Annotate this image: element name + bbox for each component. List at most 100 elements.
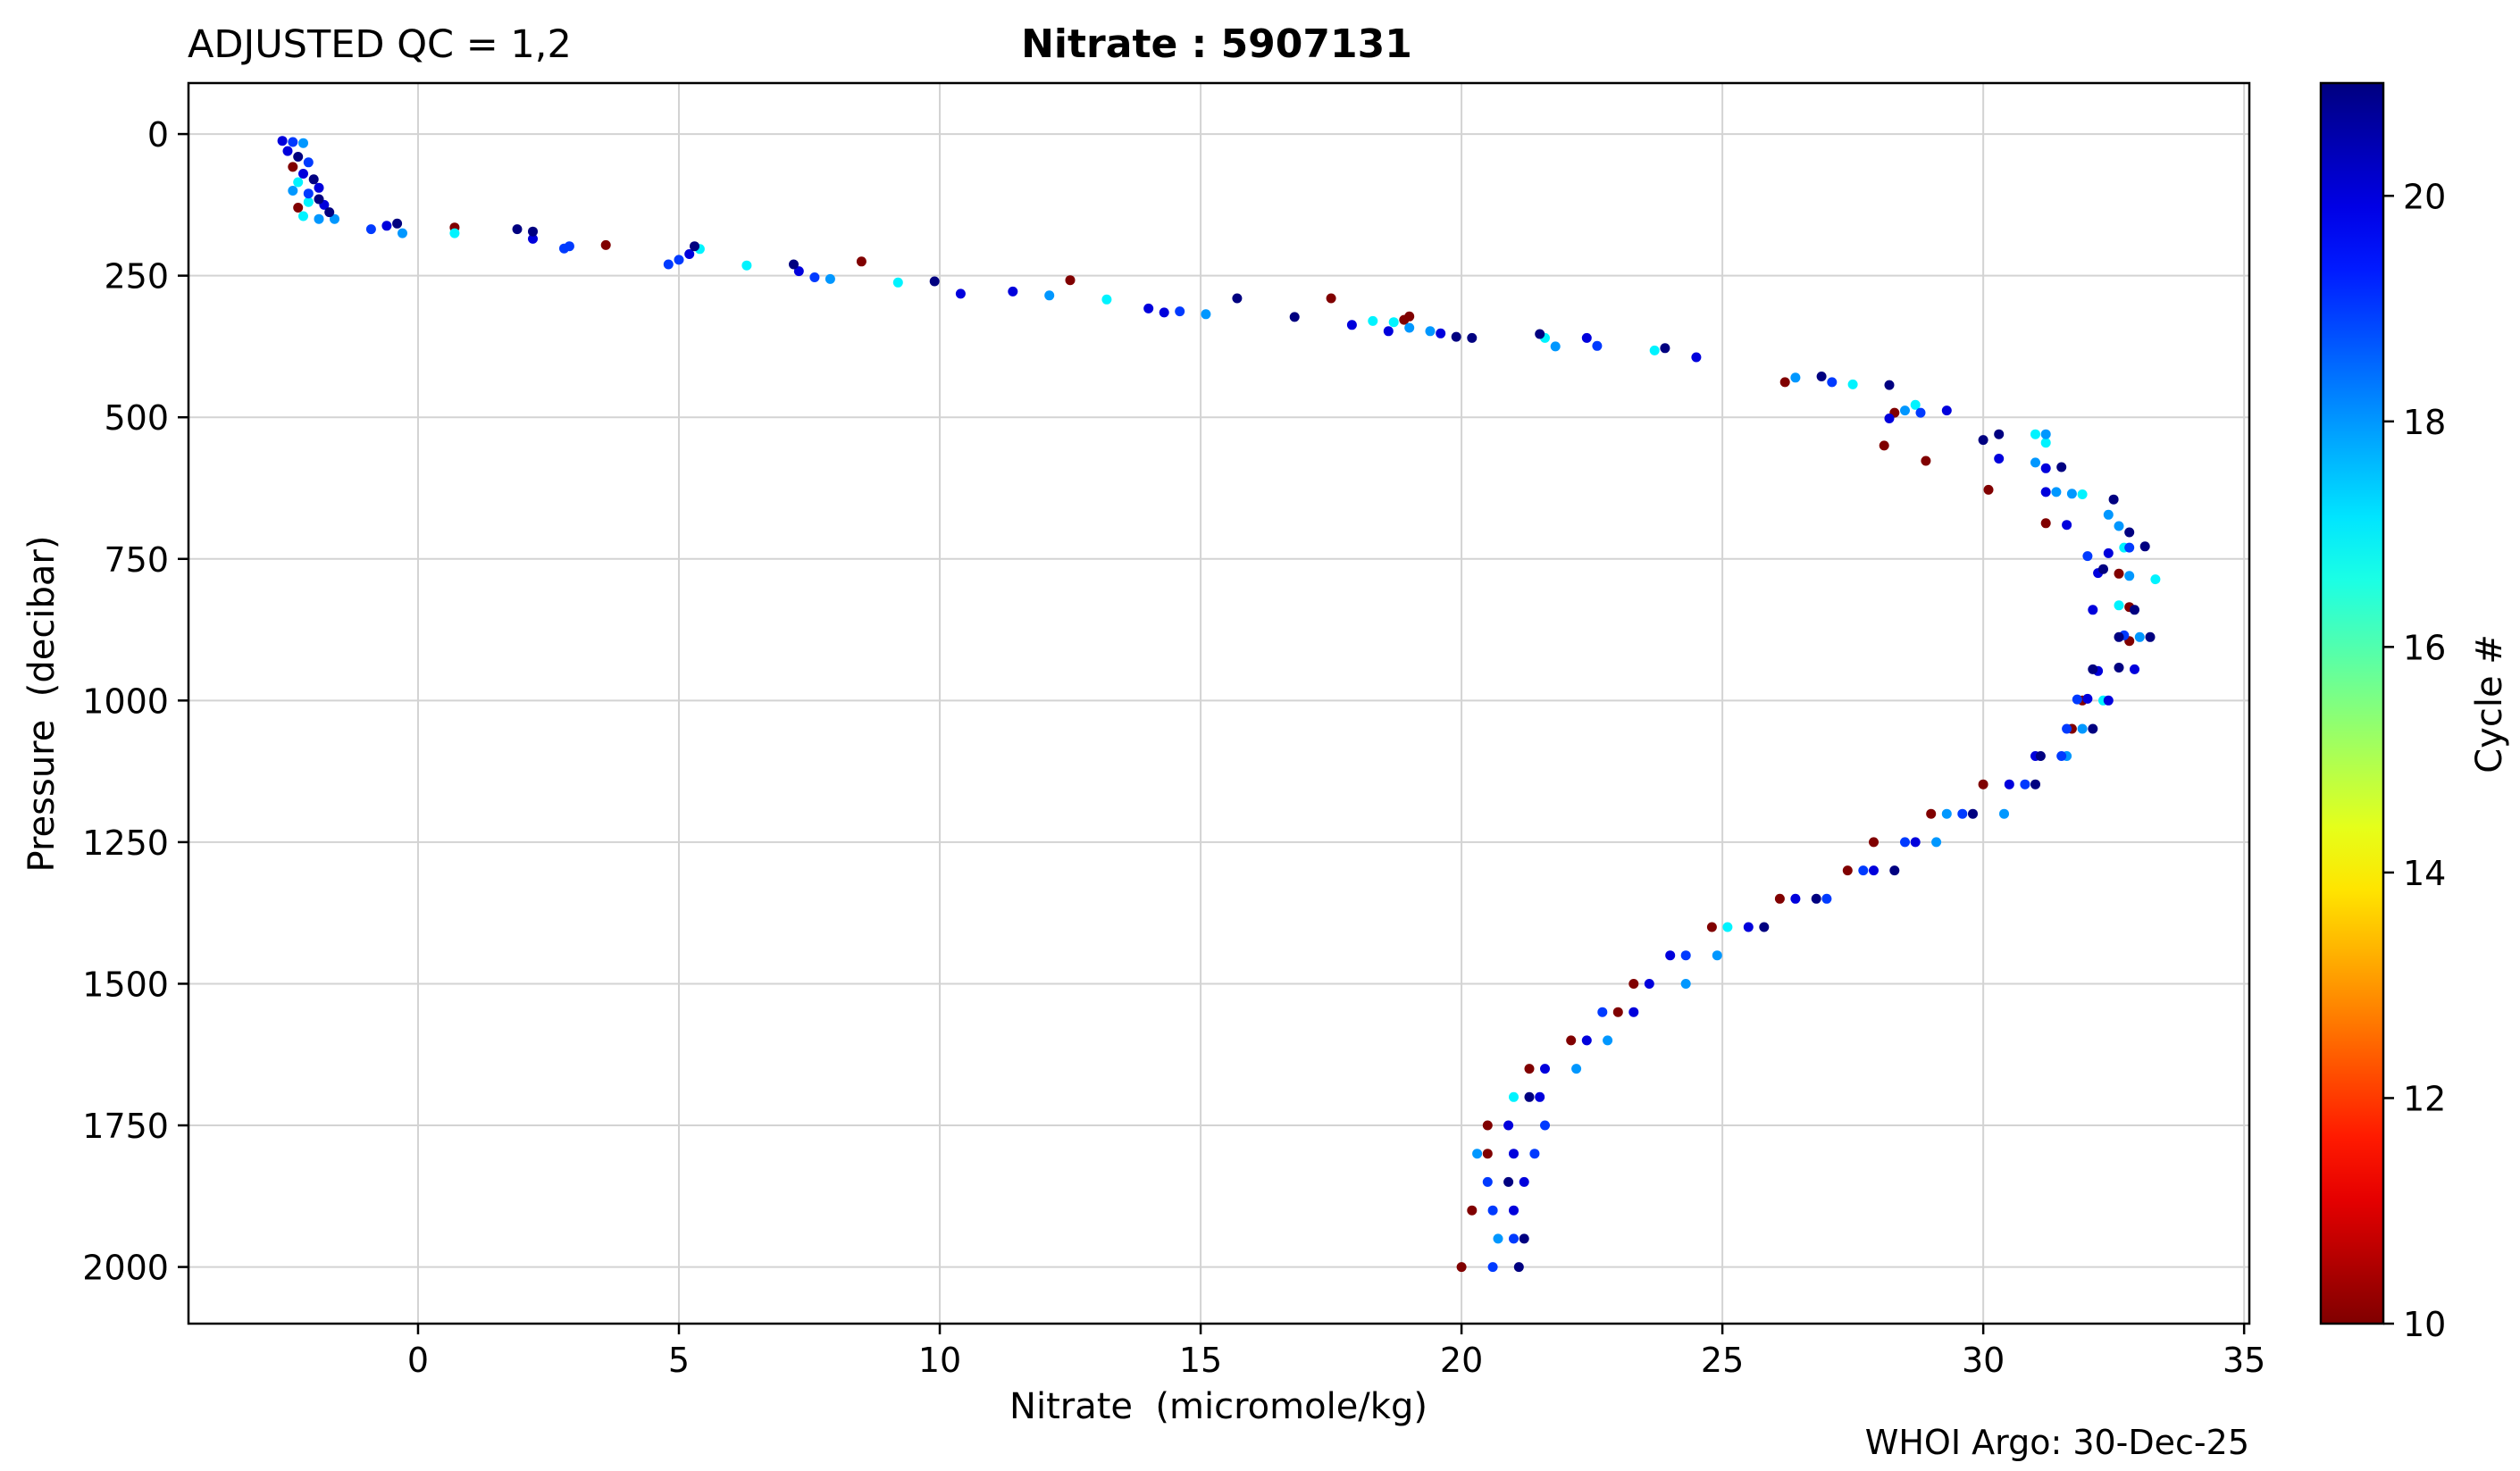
data-point: [1519, 1233, 1529, 1244]
colorbar-tick-label: 18: [2403, 403, 2446, 442]
y-tick-label: 1500: [82, 965, 169, 1004]
data-point: [1201, 309, 1211, 320]
data-point: [1858, 865, 1869, 876]
data-point: [1957, 808, 1968, 819]
data-point: [1581, 1035, 1592, 1046]
data-point: [2030, 457, 2040, 468]
data-point: [1404, 311, 1415, 322]
data-point: [1978, 435, 1988, 446]
data-point: [1550, 341, 1561, 352]
data-point: [2130, 664, 2139, 674]
data-point: [2103, 509, 2114, 520]
y-tick-label: 0: [147, 115, 169, 155]
data-point: [929, 276, 940, 287]
data-point: [793, 266, 804, 277]
data-point: [1941, 405, 1952, 416]
data-point: [1644, 979, 1654, 989]
title-param: Nitrate: [1021, 21, 1177, 67]
data-point: [1451, 331, 1461, 342]
y-tick-label: 750: [104, 540, 169, 580]
data-point: [1383, 326, 1394, 337]
y-tick-label: 1250: [82, 823, 169, 863]
data-point: [1388, 317, 1399, 328]
data-point: [1513, 1262, 1524, 1273]
data-point: [1008, 286, 1018, 297]
data-point: [365, 224, 376, 235]
data-point: [1509, 1091, 1519, 1102]
data-point: [2066, 489, 2077, 499]
data-point: [1346, 320, 1357, 330]
data-point: [1790, 893, 1801, 904]
colorbar-gradient: [2319, 81, 2385, 1325]
data-point: [1592, 340, 1603, 351]
x-axis-ticks: 0 5 10 15 20 25 30 35: [407, 1324, 2265, 1380]
data-point: [1456, 1262, 1467, 1273]
data-point: [2130, 605, 2139, 615]
data-point: [1326, 293, 1336, 304]
x-tick-label: 30: [1962, 1341, 2005, 1380]
data-point: [1827, 377, 1838, 388]
data-point: [1691, 352, 1702, 363]
data-point: [1289, 312, 1300, 322]
qc-label: ADJUSTED QC = 1,2: [188, 22, 572, 67]
data-point: [690, 241, 699, 252]
data-point: [2035, 751, 2046, 761]
data-point: [2145, 631, 2156, 642]
data-point: [1535, 329, 1545, 339]
data-point: [2030, 429, 2040, 439]
data-point: [1978, 779, 1988, 790]
data-point: [1680, 950, 1691, 961]
data-point: [298, 138, 308, 148]
title-float-id: 5907131: [1221, 21, 1412, 67]
colorbar-tick-label: 20: [2403, 177, 2446, 216]
scatter-points: [277, 136, 2161, 1273]
data-point: [2114, 521, 2124, 531]
data-point: [314, 194, 324, 205]
data-point: [1779, 377, 1790, 388]
data-point: [1519, 1176, 1529, 1187]
data-point: [2088, 664, 2098, 674]
y-tick-label: 1750: [82, 1107, 169, 1146]
data-point: [1968, 808, 1978, 819]
data-point: [1524, 1091, 1535, 1102]
y-axis-label: Pressure (decibar): [21, 536, 63, 873]
data-point: [2077, 489, 2088, 499]
data-point: [1581, 332, 1592, 343]
data-point: [2114, 663, 2124, 673]
data-point: [2072, 694, 2082, 705]
data-point: [1529, 1149, 1540, 1159]
data-point: [1915, 407, 1926, 418]
data-point: [1612, 1007, 1623, 1017]
data-point: [303, 196, 314, 207]
data-point: [298, 169, 308, 179]
data-point: [1044, 290, 1055, 301]
data-point: [1509, 1149, 1519, 1159]
data-point: [392, 218, 403, 229]
x-tick-label: 0: [407, 1341, 429, 1380]
data-point: [2150, 574, 2161, 585]
data-point: [1540, 1064, 1550, 1074]
plot-frame: [187, 81, 2251, 1325]
data-point: [330, 213, 339, 224]
data-point: [2134, 631, 2145, 642]
x-tick-label: 10: [918, 1341, 961, 1380]
colorbar-tick-label: 10: [2403, 1305, 2446, 1344]
data-point: [1869, 837, 1879, 848]
data-point: [1983, 484, 1994, 495]
data-point: [1680, 979, 1691, 989]
data-point: [288, 186, 298, 196]
data-point: [293, 203, 304, 213]
data-point: [564, 241, 574, 252]
data-point: [1503, 1176, 1514, 1187]
data-point: [1759, 922, 1770, 932]
data-point: [1722, 922, 1733, 932]
data-point: [1159, 307, 1169, 318]
data-point: [1869, 865, 1879, 876]
data-point: [741, 260, 752, 271]
data-point: [298, 211, 308, 221]
data-point: [381, 221, 392, 231]
plot-area: 0 5 10 15 20 25 30 35 0 250 500 750 1000 1250 1500 175…: [82, 81, 2265, 1380]
data-point: [2040, 463, 2051, 473]
y-axis-ticks: 0 250 500 750 1000 1250 1500 1750 2000: [82, 115, 188, 1288]
data-point: [1900, 405, 1910, 416]
